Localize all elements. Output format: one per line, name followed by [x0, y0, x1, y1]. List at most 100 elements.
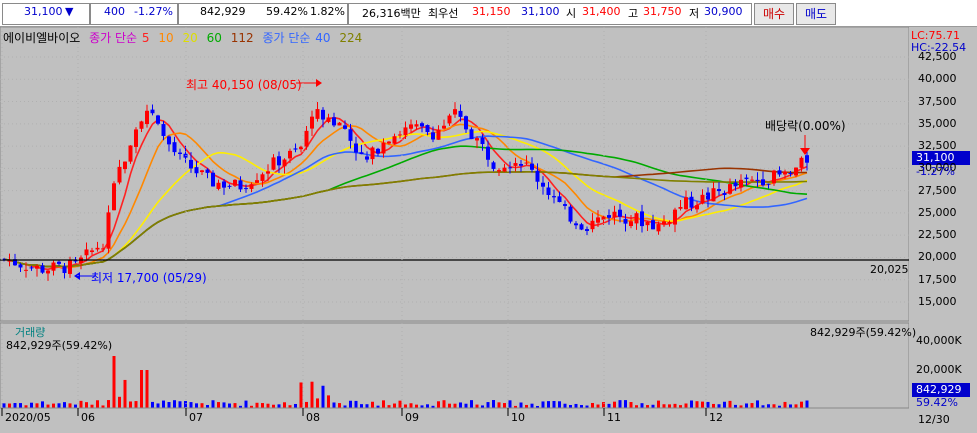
open-label: 시 [566, 7, 577, 20]
volume-bar [360, 404, 363, 408]
volume-bar [19, 403, 22, 408]
candle-body [249, 184, 254, 189]
candle-body [766, 183, 771, 185]
candle-body [304, 130, 309, 147]
price-tick: 32,500 [918, 139, 957, 153]
candle-body [673, 209, 677, 225]
volume-bar [695, 401, 699, 408]
price: 31,100 [24, 5, 63, 18]
volume-bar [239, 405, 242, 408]
volume-bar [382, 400, 385, 408]
candle-body [491, 162, 496, 169]
volume-bar [266, 403, 270, 408]
candle-body [156, 115, 160, 124]
volume-bar [305, 401, 308, 408]
volume-bar [156, 403, 160, 408]
volume-bar [151, 401, 154, 408]
low-label: 저 [689, 7, 700, 20]
candle-body [634, 213, 639, 224]
current-volume-marker [912, 383, 970, 397]
candle-body [288, 150, 292, 159]
candle-body [502, 167, 507, 172]
volume-bar [794, 404, 798, 408]
candle-body [46, 270, 50, 274]
volume-bar [805, 400, 809, 408]
quote-bar: 31,100 ▼ 400 -1.27% 842,929 59.42% 1.82%… [0, 0, 977, 27]
price-tick: 25,000 [918, 205, 957, 219]
candles [2, 101, 809, 281]
candle-body [777, 170, 782, 175]
volume-bar [756, 400, 759, 408]
volume-bar [574, 403, 578, 408]
volume-bar [646, 405, 649, 408]
hc-indicator: HC:-22.54 [911, 41, 967, 54]
dividend-annotation: 배당락(0.00%) [765, 119, 846, 133]
ma10-label: 10 [158, 31, 174, 45]
volume-bar [558, 401, 561, 408]
volume-bar [68, 403, 72, 408]
chart-area[interactable]: 에이비엘바이오 종가 단순 5 10 20 60 112 종가 단순 40 22… [0, 26, 977, 430]
candle-body [585, 229, 589, 231]
date-label: 12 [709, 411, 723, 424]
volume-bar [233, 403, 237, 408]
volume-bar [503, 403, 506, 408]
volume-bar [453, 403, 457, 408]
volume-bar [668, 404, 671, 408]
candle-body [524, 162, 529, 164]
candle-body [513, 163, 518, 166]
volume-bar [431, 405, 435, 408]
candle-body [678, 206, 683, 209]
candle-body [189, 159, 193, 169]
candle-body [744, 177, 749, 180]
candle-body [530, 163, 534, 170]
volume-box [178, 3, 348, 25]
candlestick-chart[interactable] [0, 26, 977, 430]
volume-bar [184, 401, 187, 408]
candle-body [101, 248, 105, 250]
current-price: 31,100 [916, 151, 955, 164]
volume-bar [63, 402, 66, 408]
volume-bar [272, 404, 275, 408]
volume-bar [354, 400, 358, 408]
candle-body [458, 110, 463, 117]
date-label: 06 [81, 411, 95, 424]
volume-bar [206, 404, 209, 408]
candle-body [200, 170, 204, 173]
volume-bar [717, 404, 721, 408]
candle-body [398, 134, 402, 136]
ma40-label: 40 [315, 31, 331, 45]
high: 31,750 [643, 5, 682, 18]
volume-bar [211, 400, 215, 408]
candle-body [431, 132, 435, 140]
volume-bar [519, 402, 523, 408]
price-tick: 42,500 [918, 50, 957, 63]
current-price-marker [912, 151, 970, 165]
volume-bar [393, 403, 396, 408]
candle-body [95, 247, 100, 250]
volume-bar [745, 403, 748, 408]
candle-body [750, 179, 754, 181]
volume-bar [228, 403, 231, 408]
volume-bar [299, 382, 303, 408]
volume-bar [800, 401, 803, 408]
buy-button[interactable]: 매수 [754, 3, 794, 25]
volume-bar [475, 404, 479, 408]
price-tick: 27,500 [918, 183, 957, 197]
candle-body [194, 167, 199, 174]
volume-bar [283, 402, 286, 408]
volume-bar [52, 403, 55, 408]
ma5-label: 5 [141, 31, 150, 45]
candle-body [469, 129, 474, 140]
sell-button[interactable]: 매도 [796, 3, 836, 25]
candle-body [62, 266, 67, 274]
current-volume: 842,929 [916, 383, 962, 396]
candle-body [447, 115, 452, 124]
date-label: 09 [405, 411, 419, 424]
candle-body [123, 161, 127, 170]
date-label: 2020/05 [5, 411, 51, 424]
volume-bar [178, 401, 182, 408]
candle-body [651, 220, 655, 230]
volume-bar [8, 403, 11, 408]
candle-body [227, 185, 232, 187]
candle-body [667, 221, 672, 224]
